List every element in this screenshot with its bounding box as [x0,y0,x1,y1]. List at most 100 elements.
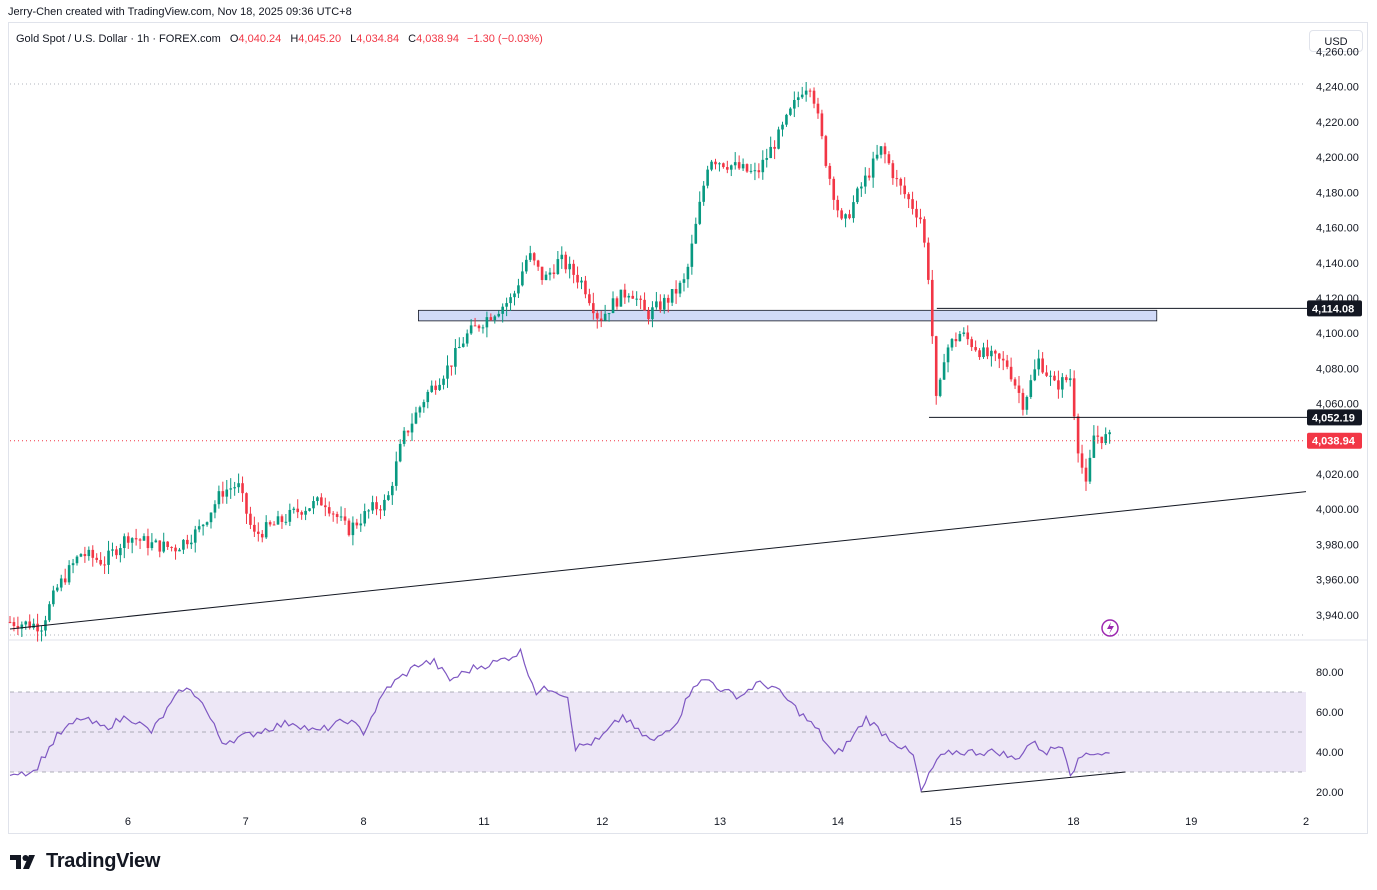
candle-body [493,316,497,321]
candle-body [860,186,863,189]
candle-body [284,521,288,523]
candle-body [213,504,217,513]
candle-body [190,542,193,545]
candle-body [769,146,772,159]
candle-body [619,289,623,307]
candle-body [552,272,556,275]
candle-body [584,280,587,295]
author-line: Jerry-Chen created with TradingView.com,… [8,6,352,18]
candle-body [607,313,611,315]
candle-body [40,630,43,632]
alert-icon[interactable] [1101,619,1119,637]
candle-body [820,113,824,137]
candle-body [1076,416,1080,454]
candle-body [532,253,536,261]
candle-body [1017,385,1021,393]
candle-body [59,578,63,588]
candle-body [87,549,91,557]
candle-body [406,430,410,433]
candle-body [643,299,646,311]
candle-body [631,295,635,299]
candle-body [418,407,422,413]
candle-body [166,541,169,547]
candle-body [233,487,236,489]
candle-body [950,339,954,348]
symbol-title[interactable]: Gold Spot / U.S. Dollar · 1h · FOREX.com [16,33,221,45]
candle-body [16,625,20,629]
candle-body [958,333,962,342]
price-axis-tick: 3,980.00 [1316,539,1359,551]
candle-body [816,103,820,114]
candle-body [726,167,729,170]
candle-body [205,522,209,525]
price-axis-tick: 4,260.00 [1316,47,1359,59]
time-axis-tick: 6 [125,816,131,828]
candle-body [919,217,922,220]
candle-body [28,621,32,628]
symbol-legend: Gold Spot / U.S. Dollar · 1h · FOREX.com… [16,33,543,45]
price-axis-tick: 4,180.00 [1316,187,1359,199]
candle-body [363,511,367,524]
candle-body [666,297,670,303]
candle-body [789,108,792,115]
price-axis-tick: 4,200.00 [1316,152,1359,164]
candle-body [170,546,173,548]
candle-body [513,293,516,298]
candle-body [327,507,331,514]
time-axis-tick: 13 [714,816,726,828]
candle-body [887,154,891,164]
candle-body [454,348,457,367]
candle-body [1037,358,1040,370]
candle-body [1100,436,1104,444]
candle-body [158,540,162,552]
time-axis: 6 7 8 11 12 13 14 15 18 19 2 [125,816,1309,828]
time-axis-tick: 12 [596,816,608,828]
candle-body [1025,396,1029,410]
chart-frame [8,22,1368,834]
candle-body [260,533,264,538]
candle-body [67,565,71,583]
candle-body [521,271,524,286]
level-tag [1307,409,1362,426]
price-axis-tick: 4,240.00 [1316,82,1359,94]
candle-body [694,223,698,244]
candle-body [690,243,694,267]
candle-body [927,242,930,280]
candle-body [954,339,958,342]
candle-body [253,524,256,532]
candle-body [1104,434,1107,444]
candle-body [548,272,552,275]
candle-body [915,208,918,218]
candle-body [501,306,504,314]
candle-body [611,298,615,314]
price-pane: 3,940.00 3,960.00 3,980.00 4,000.00 4,020.00… [8,47,1368,642]
candle-body [237,483,240,488]
candle-body [773,146,776,149]
candle-body [347,520,351,536]
candle-body [434,385,437,390]
candle-body [63,578,67,583]
candle-body [761,159,765,173]
candle-body [509,297,512,304]
candle-body [997,353,1001,359]
candle-body [178,549,181,552]
candle-body [201,524,205,527]
rsi-axis-tick: 20.00 [1316,787,1344,799]
candle-body [623,289,627,298]
level-label: 4,052.19 [1312,412,1355,424]
currency-button[interactable]: USD [1309,30,1363,52]
candle-body [146,536,150,549]
candle-body [741,164,745,169]
candle-body [134,538,138,540]
candle-body [469,325,473,334]
candle-body [126,536,130,543]
rsi-axis-tick: 40.00 [1316,747,1344,759]
candle-body [757,170,761,173]
candle-body [229,488,233,490]
candle-body [536,260,540,267]
candle-body [55,587,59,591]
candle-body [473,325,477,327]
candle-body [197,526,201,530]
candle-body [186,539,189,545]
